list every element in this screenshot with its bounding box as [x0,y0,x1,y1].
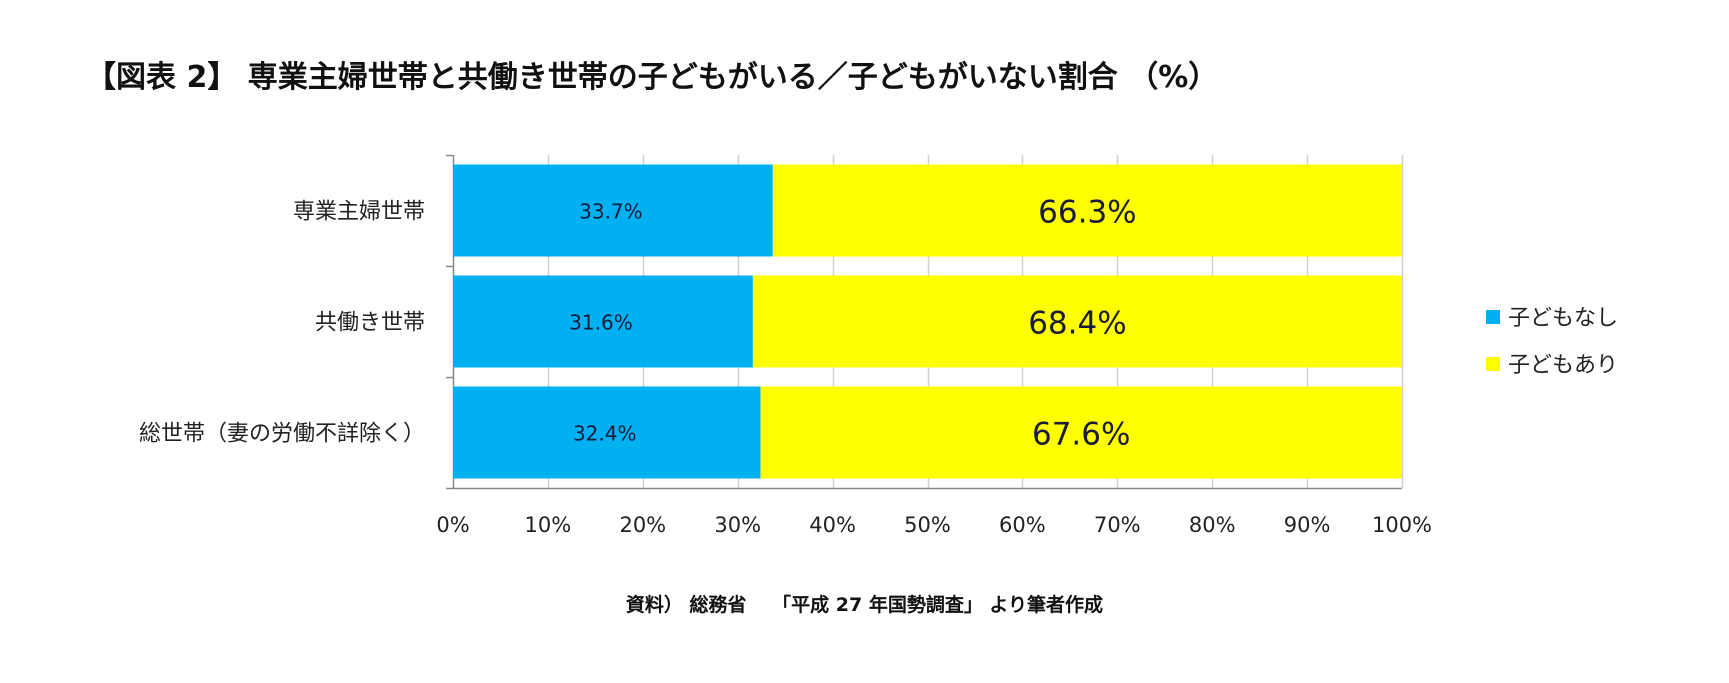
x-tick-label: 20% [619,513,666,537]
data-label: 66.3% [1038,195,1136,231]
bar-segment [752,275,1402,368]
x-tick-label: 10% [525,513,572,537]
source-note: 資料） 総務省 「平成 27 年国勢調査」 より筆者作成 [625,594,1104,616]
bar-segment [772,164,1402,257]
x-tick-label: 40% [809,513,856,537]
data-label: 32.4% [573,422,637,446]
x-tick-label: 30% [714,513,761,537]
x-tick-label: 80% [1189,513,1236,537]
data-label: 31.6% [569,311,633,335]
x-tick-label: 50% [904,513,951,537]
bar-segment [453,164,773,257]
bar-segment [760,386,1402,479]
bar-segment [453,386,761,479]
data-label: 33.7% [579,200,643,224]
category-label: 専業主婦世帯 [293,200,425,225]
data-label: 68.4% [1028,306,1126,342]
chart-title: 【図表 2】 専業主婦世帯と共働き世帯の子どもがいる／子どもがいない割合 （%） [86,60,1219,95]
legend-label: 子どもなし [1508,306,1618,331]
labels: 専業主婦世帯 33.7% 66.3% 共働き世帯 31.6% 68.4% 総世帯（妻の労働不… [139,195,1137,453]
x-tick-label: 90% [1284,513,1331,537]
category-label: 共働き世帯 [315,311,425,336]
x-tick-label: 0% [436,513,469,537]
x-tick-label: 60% [999,513,1046,537]
data-label: 67.6% [1032,417,1130,453]
x-tick-label: 70% [1094,513,1141,537]
x-tick-label: 100% [1372,513,1432,537]
legend-swatch [1486,357,1500,371]
bar-segment [453,275,753,368]
bars [453,164,1402,479]
category-label: 総世帯（妻の労働不詳除く） [139,422,425,447]
legend-swatch [1486,310,1500,324]
legend-label: 子どもあり [1508,353,1618,378]
